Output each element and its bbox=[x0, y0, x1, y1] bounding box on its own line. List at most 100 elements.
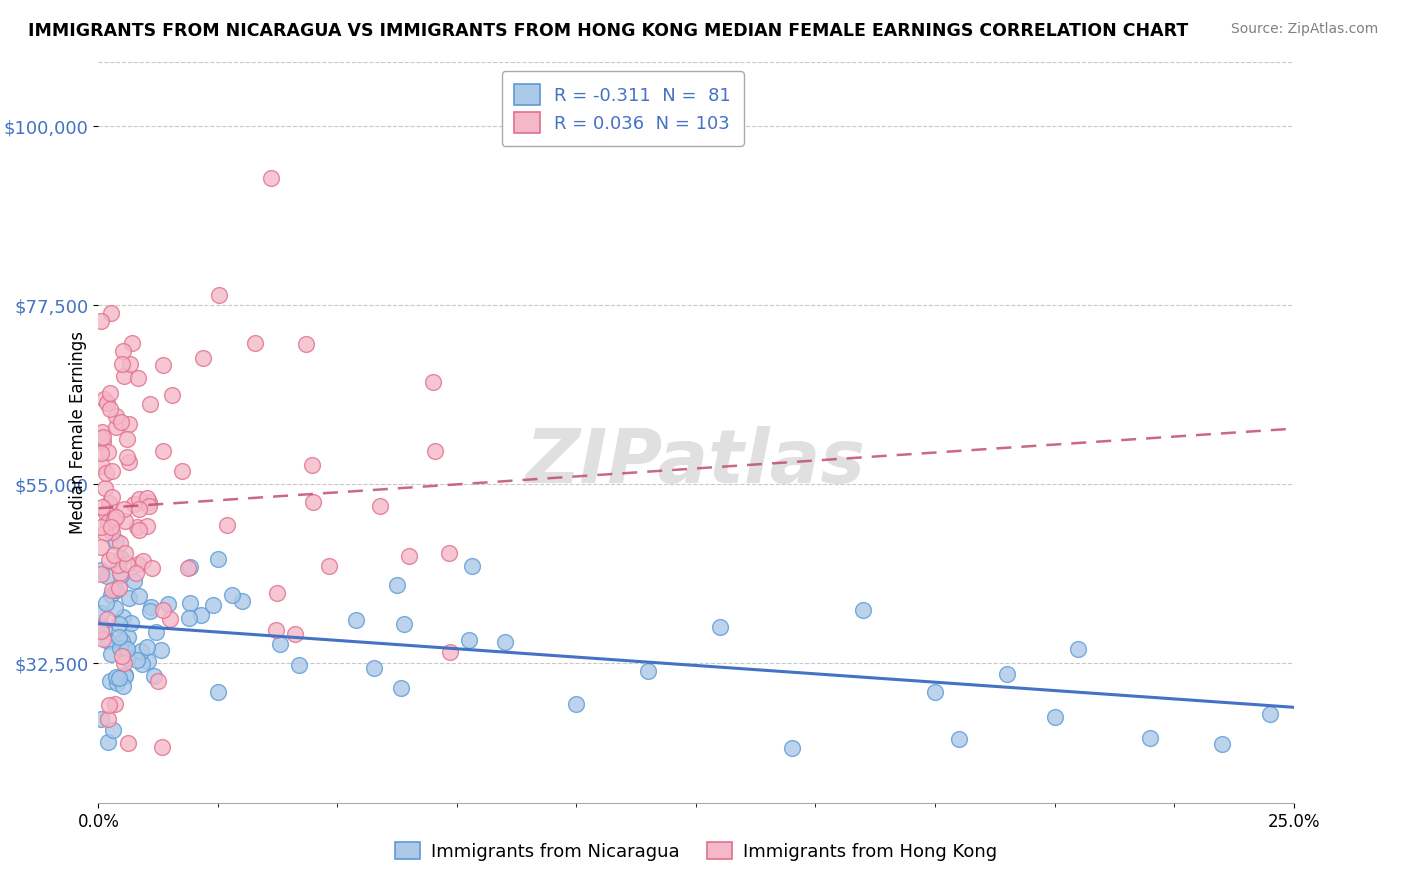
Point bbox=[437, 546, 460, 560]
Point bbox=[93, 392, 115, 406]
Point bbox=[115, 432, 138, 446]
Point bbox=[91, 430, 114, 444]
Point bbox=[105, 409, 128, 424]
Point bbox=[207, 552, 229, 566]
Point bbox=[1043, 710, 1066, 724]
Point bbox=[398, 549, 420, 563]
Point bbox=[139, 604, 162, 618]
Point bbox=[177, 611, 200, 625]
Point bbox=[104, 697, 127, 711]
Point bbox=[96, 568, 118, 582]
Point bbox=[301, 458, 323, 473]
Point bbox=[179, 596, 201, 610]
Point bbox=[127, 371, 149, 385]
Point bbox=[100, 674, 122, 689]
Point bbox=[111, 649, 134, 664]
Point bbox=[148, 674, 170, 689]
Point bbox=[103, 512, 125, 526]
Point bbox=[136, 491, 159, 505]
Point bbox=[96, 396, 118, 410]
Point bbox=[110, 415, 132, 429]
Point bbox=[112, 344, 135, 359]
Point bbox=[370, 499, 392, 513]
Point bbox=[110, 566, 132, 580]
Point bbox=[100, 582, 122, 597]
Point bbox=[104, 601, 127, 615]
Point bbox=[141, 600, 163, 615]
Point bbox=[90, 606, 112, 620]
Text: Source: ZipAtlas.com: Source: ZipAtlas.com bbox=[1230, 22, 1378, 37]
Point bbox=[172, 464, 194, 478]
Point bbox=[90, 563, 112, 577]
Point bbox=[104, 510, 127, 524]
Point bbox=[138, 500, 160, 514]
Point bbox=[128, 589, 150, 603]
Y-axis label: Median Female Earnings: Median Female Earnings bbox=[69, 331, 87, 534]
Point bbox=[91, 632, 114, 646]
Point bbox=[243, 335, 266, 350]
Point bbox=[1139, 731, 1161, 746]
Point bbox=[111, 633, 134, 648]
Point bbox=[94, 506, 117, 520]
Point bbox=[125, 653, 148, 667]
Point bbox=[422, 375, 444, 389]
Point bbox=[122, 574, 145, 588]
Point bbox=[118, 591, 141, 606]
Point bbox=[136, 654, 159, 668]
Point bbox=[97, 633, 120, 648]
Point bbox=[108, 630, 131, 644]
Point bbox=[107, 672, 129, 686]
Point bbox=[145, 625, 167, 640]
Point bbox=[90, 446, 112, 460]
Point bbox=[90, 431, 112, 445]
Point bbox=[136, 640, 159, 655]
Point bbox=[150, 740, 173, 755]
Point bbox=[260, 170, 283, 185]
Point bbox=[90, 619, 112, 633]
Text: ZIPatlas: ZIPatlas bbox=[526, 425, 866, 499]
Point bbox=[97, 445, 120, 459]
Point bbox=[131, 554, 153, 568]
Point bbox=[118, 417, 141, 431]
Point bbox=[96, 467, 118, 481]
Point bbox=[852, 603, 875, 617]
Point bbox=[98, 401, 121, 416]
Point bbox=[129, 643, 152, 657]
Point bbox=[131, 657, 153, 672]
Point bbox=[114, 546, 136, 560]
Point bbox=[127, 558, 149, 572]
Point bbox=[709, 619, 731, 633]
Point bbox=[114, 668, 136, 682]
Point bbox=[100, 588, 122, 602]
Point bbox=[105, 533, 128, 548]
Point bbox=[112, 679, 135, 693]
Point bbox=[100, 647, 122, 661]
Point bbox=[141, 561, 163, 575]
Point bbox=[301, 495, 323, 509]
Point bbox=[97, 735, 120, 749]
Point bbox=[100, 464, 122, 478]
Point bbox=[96, 612, 118, 626]
Point bbox=[103, 548, 125, 562]
Point bbox=[389, 681, 412, 695]
Point bbox=[494, 634, 516, 648]
Point bbox=[221, 588, 243, 602]
Point bbox=[93, 622, 115, 636]
Point bbox=[90, 425, 112, 439]
Point bbox=[90, 519, 112, 533]
Point bbox=[143, 669, 166, 683]
Point bbox=[128, 502, 150, 516]
Point bbox=[269, 637, 291, 651]
Point bbox=[284, 627, 307, 641]
Point bbox=[97, 712, 120, 726]
Point bbox=[112, 501, 135, 516]
Point bbox=[90, 540, 112, 554]
Point bbox=[110, 635, 132, 649]
Point bbox=[780, 740, 803, 755]
Point bbox=[104, 582, 127, 597]
Point bbox=[202, 598, 225, 612]
Point bbox=[231, 593, 253, 607]
Point bbox=[110, 567, 132, 582]
Point bbox=[138, 495, 160, 509]
Point bbox=[266, 585, 288, 599]
